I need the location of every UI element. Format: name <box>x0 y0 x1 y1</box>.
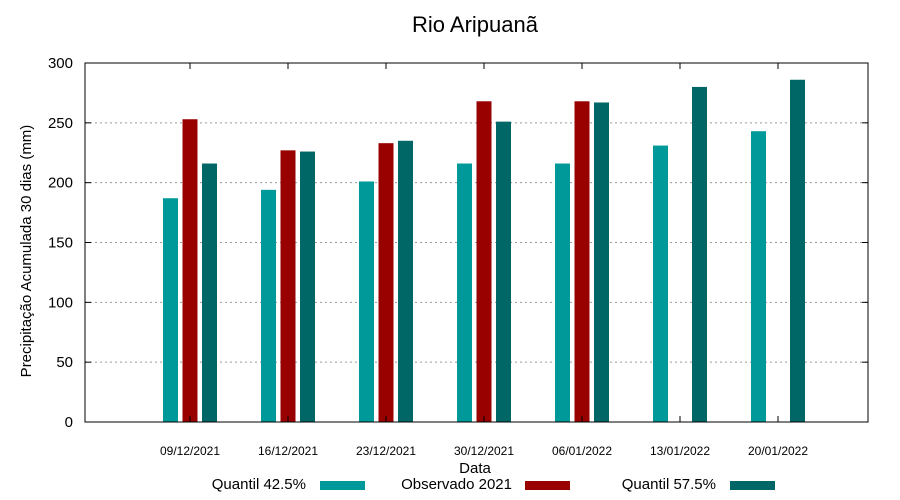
y-axis-ticks: 0 50 100 150 200 250 300 <box>48 55 868 431</box>
chart-title: Rio Aripuanã <box>412 12 539 37</box>
x-tick-label: 06/01/2022 <box>552 444 612 458</box>
bar <box>202 163 217 422</box>
bar <box>751 131 766 422</box>
y-axis-label: Precipitação Acumulada 30 dias (mm) <box>18 125 35 378</box>
bar <box>574 101 590 422</box>
y-tick-label: 300 <box>48 55 73 72</box>
legend-swatch <box>320 481 365 490</box>
bar <box>300 151 315 422</box>
bar <box>457 163 472 422</box>
bar <box>476 101 492 422</box>
x-tick-label: 23/12/2021 <box>356 444 416 458</box>
bar <box>261 189 276 422</box>
bar <box>653 145 668 422</box>
x-tick-label: 30/12/2021 <box>454 444 514 458</box>
bar <box>555 163 570 422</box>
y-tick-label: 100 <box>48 294 73 311</box>
bar <box>594 102 609 423</box>
bar <box>790 79 805 423</box>
x-tick-label: 20/01/2022 <box>748 444 808 458</box>
legend-label: Quantil 57.5% <box>622 476 716 493</box>
legend-swatch <box>730 481 775 490</box>
legend: Quantil 42.5% Observado 2021 Quantil 57.5% <box>212 476 775 493</box>
bar <box>163 198 178 422</box>
x-tick-label: 16/12/2021 <box>258 444 318 458</box>
bar <box>496 121 511 423</box>
bar <box>182 119 198 422</box>
x-axis-ticks: 09/12/2021 16/12/2021 23/12/2021 30/12/2021… <box>160 63 808 458</box>
y-tick-label: 200 <box>48 175 73 192</box>
y-tick-label: 0 <box>65 414 73 431</box>
legend-swatch <box>525 481 570 490</box>
bar <box>378 143 394 422</box>
legend-label: Observado 2021 <box>401 476 512 493</box>
y-tick-label: 250 <box>48 115 73 132</box>
bar <box>359 181 374 422</box>
x-tick-label: 09/12/2021 <box>160 444 220 458</box>
bar <box>692 86 707 422</box>
x-tick-label: 13/01/2022 <box>650 444 710 458</box>
y-tick-label: 50 <box>56 354 73 371</box>
y-tick-label: 150 <box>48 235 73 252</box>
x-axis-label: Data <box>459 460 491 477</box>
bar <box>398 140 413 423</box>
legend-label: Quantil 42.5% <box>212 476 306 493</box>
bar <box>280 150 296 422</box>
bars <box>163 79 805 423</box>
